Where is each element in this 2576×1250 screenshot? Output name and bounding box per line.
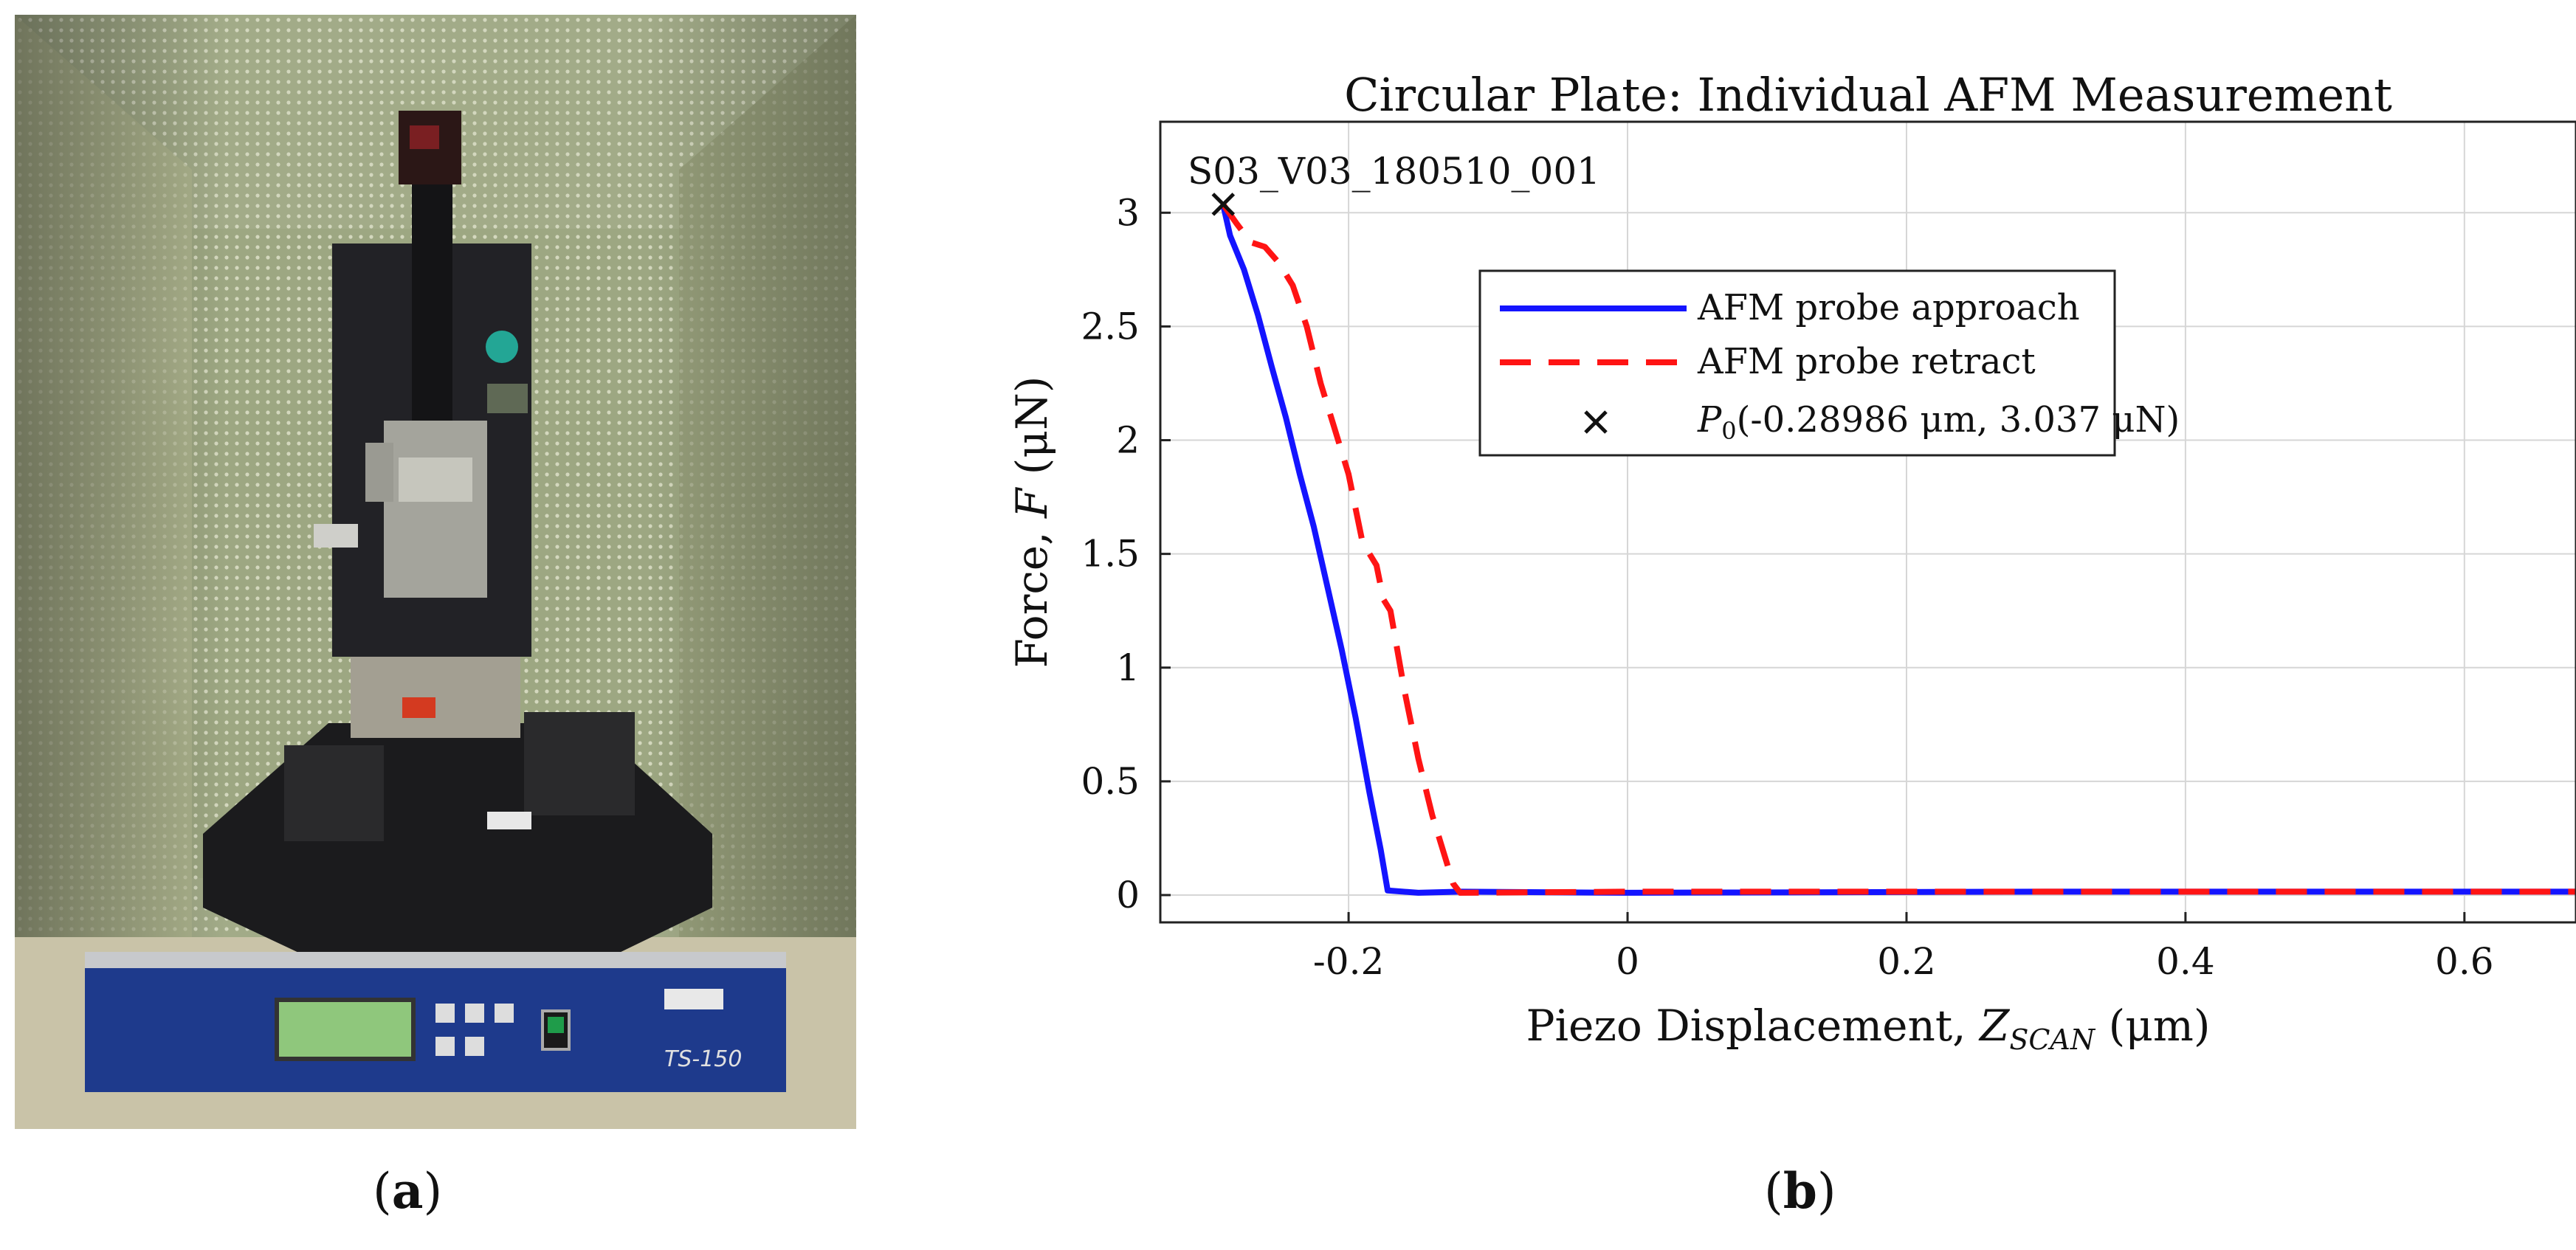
p0-marker bbox=[1211, 193, 1236, 216]
y-tick-label: 1.5 bbox=[1081, 533, 1140, 576]
legend-box bbox=[1478, 269, 2116, 457]
series-layer bbox=[1220, 202, 2576, 896]
lcd-display bbox=[275, 998, 416, 1061]
legend-marker-label: P0(-0.28986 μm, 3.037 μN) bbox=[1697, 399, 2180, 445]
chart-title: Circular Plate: Individual AFM Measureme… bbox=[1344, 68, 2392, 122]
instrument-label: TS-150 bbox=[664, 1046, 742, 1072]
caption-a: (a) bbox=[373, 1162, 443, 1220]
p0-marker-stroke bbox=[1211, 193, 1236, 216]
y-tick-label: 1 bbox=[1116, 646, 1140, 689]
legend: AFM probe approach AFM probe retract P0(… bbox=[1478, 269, 2180, 457]
grid-layer bbox=[1160, 122, 2576, 922]
y-tick-label: 3 bbox=[1116, 191, 1140, 234]
afm-instrument-photo: TS-150 bbox=[15, 15, 856, 1129]
retract-series-line bbox=[1220, 202, 2576, 896]
legend-approach-label: AFM probe approach bbox=[1697, 287, 2080, 328]
force-displacement-chart: -0.2 0 0.2 0.4 0.6 0 0.5 1 1.5 2 2.5 3 Circular Pla… bbox=[1007, 68, 2576, 1056]
y-tick-label: 0 bbox=[1116, 874, 1140, 916]
x-tick-label: 0 bbox=[1616, 940, 1639, 983]
x-tick-label: 0.2 bbox=[1877, 940, 1936, 983]
legend-marker-icon bbox=[1584, 410, 1608, 434]
x-tick-label: -0.2 bbox=[1313, 940, 1384, 983]
plot-area bbox=[1159, 120, 2576, 924]
tick-layer: -0.2 0 0.2 0.4 0.6 0 0.5 1 1.5 2 2.5 3 bbox=[1081, 191, 2493, 983]
x-axis-label: Piezo Displacement, ZSCAN (μm) bbox=[1526, 1001, 2210, 1056]
y-tick-label: 2.5 bbox=[1081, 305, 1140, 348]
y-axis-label: Force, F (μN) bbox=[1007, 376, 1057, 669]
caption-b: (b) bbox=[1764, 1162, 1836, 1220]
y-tick-label: 0.5 bbox=[1081, 760, 1140, 803]
x-tick-label: 0.6 bbox=[2435, 940, 2494, 983]
caption-a-label: a bbox=[391, 1162, 424, 1220]
x-tick-label: 0.4 bbox=[2156, 940, 2215, 983]
controller-unit bbox=[85, 959, 786, 1092]
legend-retract-label: AFM probe retract bbox=[1697, 341, 2036, 382]
point-annotation: S03_V03_180510_001 bbox=[1188, 150, 1600, 193]
caption-b-label: b bbox=[1783, 1162, 1817, 1220]
y-tick-label: 2 bbox=[1116, 419, 1140, 462]
